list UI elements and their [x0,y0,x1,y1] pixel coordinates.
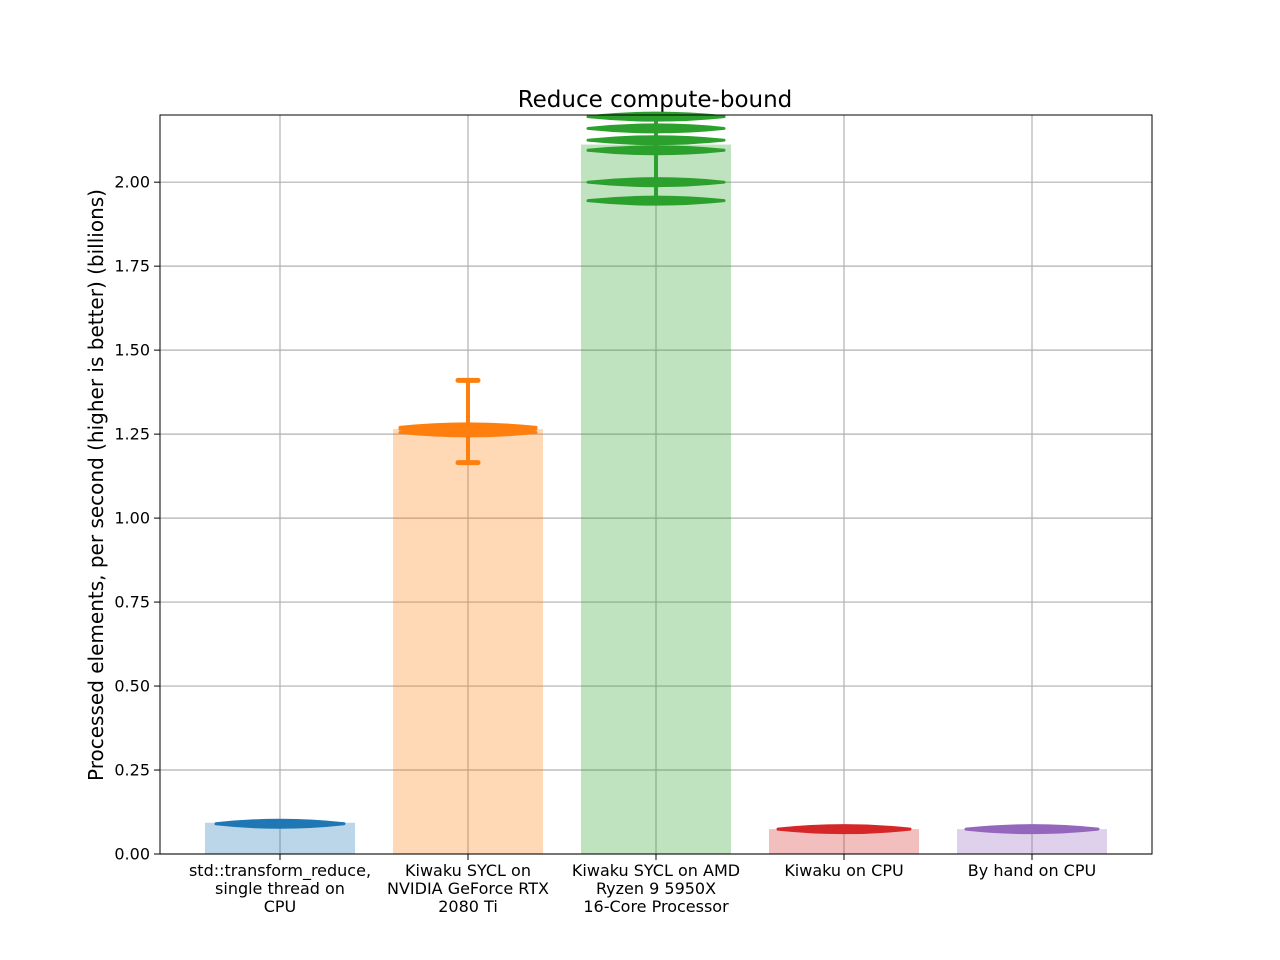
x-axis-ticks: std::transform_reduce,single thread onCP… [189,854,1096,916]
violin-body [776,824,912,835]
y-tick-label: 1.50 [114,341,150,360]
violin-body [586,195,726,206]
y-tick-label: 1.25 [114,425,150,444]
y-tick-label: 0.75 [114,593,150,612]
violin [586,111,726,206]
x-tick-label: 16-Core Processor [583,897,729,916]
violin-markers [214,111,1100,835]
violin-body [964,824,1100,835]
bar [393,429,543,854]
bar [581,144,731,854]
y-tick-label: 0.00 [114,845,150,864]
violin [214,818,346,829]
x-tick-label: Kiwaku on CPU [784,861,903,880]
y-tick-label: 0.25 [114,761,150,780]
x-tick-label: std::transform_reduce, [189,861,371,881]
x-tick-label: single thread on [215,879,345,898]
y-axis-ticks: 0.00 0.25 0.50 0.75 1.00 1.25 1.50 1.75 2.00 [114,173,160,864]
y-tick-label: 1.00 [114,509,150,528]
violin [776,824,912,835]
violin-body [586,111,726,122]
bars [205,144,1107,854]
x-tick-label: Ryzen 9 5950X [596,879,716,898]
violin-body [586,177,726,188]
violin [964,824,1100,835]
x-tick-label: CPU [264,897,297,916]
violin-body [586,145,726,156]
y-tick-label: 0.50 [114,677,150,696]
grid-lines [160,115,1152,855]
violin-body [398,422,538,433]
x-tick-label: Kiwaku SYCL on [405,861,531,880]
x-tick-label: 2080 Ti [438,897,498,916]
y-tick-label: 1.75 [114,257,150,276]
y-axis-label: Processed elements, per second (higher i… [84,189,108,781]
violin-body [586,135,726,146]
violin [398,377,538,466]
x-tick-label: Kiwaku SYCL on AMD [572,861,740,880]
x-tick-label: By hand on CPU [968,861,1096,880]
y-tick-label: 2.00 [114,173,150,192]
violin-body [214,818,346,829]
x-tick-label: NVIDIA GeForce RTX [387,879,549,898]
violin-body [586,123,726,134]
chart-title: Reduce compute-bound [518,87,793,113]
